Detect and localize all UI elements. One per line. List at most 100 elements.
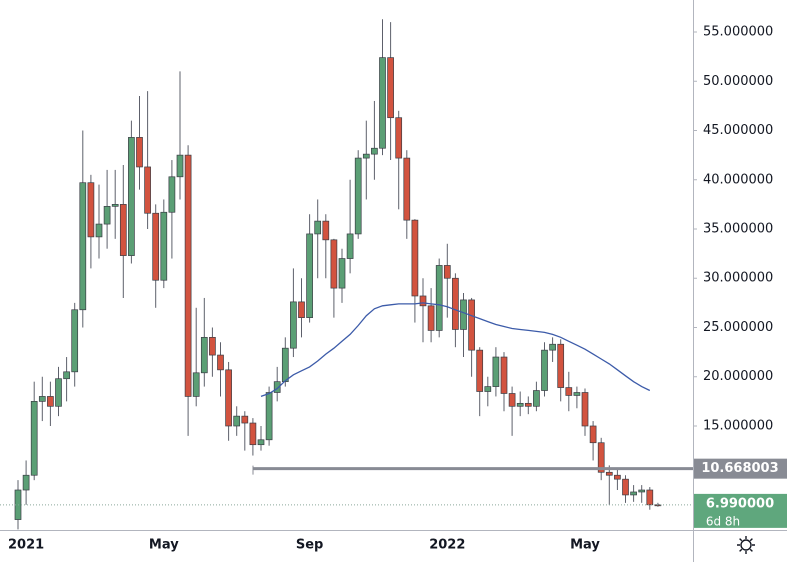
candle-body-up bbox=[371, 147, 378, 155]
candle-body-up bbox=[273, 381, 281, 393]
candle-body-down bbox=[557, 343, 565, 388]
y-tick-label: 25.000000 bbox=[703, 320, 773, 335]
candle-body-up bbox=[233, 415, 241, 427]
candle-body-up bbox=[95, 223, 103, 238]
y-tick-label: 35.000000 bbox=[703, 222, 773, 237]
candle-body-down bbox=[322, 220, 330, 241]
candle-body-down bbox=[597, 442, 605, 473]
candle-body-down bbox=[184, 154, 192, 397]
candle-body-up bbox=[265, 392, 273, 441]
candle-body-down bbox=[217, 354, 224, 371]
candle-body-up bbox=[338, 258, 346, 289]
candle-body-up bbox=[484, 386, 492, 392]
last-price-tag bbox=[694, 493, 787, 528]
x-tick-label: May bbox=[149, 538, 179, 553]
candle-body-down bbox=[427, 305, 435, 331]
candle-body-down bbox=[605, 471, 613, 476]
candle-body-down bbox=[209, 336, 216, 356]
last-price-label: 6.990000 bbox=[706, 496, 774, 511]
level-label: 10.668003 bbox=[701, 461, 778, 476]
candle-body-down bbox=[468, 299, 475, 351]
candle-body-up bbox=[128, 137, 135, 256]
candle-body-up bbox=[176, 154, 184, 178]
candle-body-up bbox=[22, 474, 30, 491]
candle-body-down bbox=[646, 489, 654, 506]
candle-body-down bbox=[330, 239, 338, 289]
candle-body-up bbox=[160, 211, 168, 281]
countdown-label: 6d 8h bbox=[706, 514, 740, 528]
candle-body-up bbox=[257, 439, 265, 446]
candle-body-up bbox=[492, 356, 500, 387]
settings-icon[interactable] bbox=[737, 536, 755, 554]
candle-body-down bbox=[524, 402, 532, 407]
candle-body-down bbox=[119, 204, 127, 256]
candle-body-down bbox=[508, 393, 516, 407]
candle-body-up bbox=[63, 371, 70, 380]
candle-body-up bbox=[638, 489, 646, 493]
level-tag bbox=[694, 458, 787, 479]
candle-body-up bbox=[290, 301, 297, 349]
y-tick-label: 30.000000 bbox=[703, 271, 773, 286]
axes: 15.000000 20.000000 25.000000 30.000000 35.0… bbox=[8, 25, 787, 562]
candle-body-down bbox=[144, 166, 151, 214]
y-tick-label: 40.000000 bbox=[703, 172, 773, 187]
candle-body-down bbox=[387, 57, 394, 119]
x-tick-label: 2021 bbox=[8, 538, 44, 553]
candle-body-up bbox=[533, 390, 540, 407]
candle-body-up bbox=[354, 157, 362, 235]
moving-average-line bbox=[260, 302, 651, 398]
candle-body-up bbox=[549, 343, 556, 351]
candle-body-down bbox=[225, 369, 232, 427]
candle-body-up bbox=[630, 491, 637, 496]
candle-body-down bbox=[47, 396, 54, 407]
candle-body-up bbox=[30, 401, 38, 476]
candle-body-up bbox=[38, 396, 46, 402]
candle-body-down bbox=[565, 387, 573, 396]
candle-body-up bbox=[362, 153, 370, 159]
candle-body-up bbox=[111, 204, 119, 207]
candle-body-up bbox=[516, 402, 524, 407]
y-tick-label: 15.000000 bbox=[703, 418, 773, 433]
x-tick-label: Sep bbox=[296, 538, 324, 553]
candle-body-up bbox=[346, 233, 354, 259]
candle-body-down bbox=[589, 425, 597, 444]
candle-body-down bbox=[395, 117, 403, 159]
plot-area bbox=[0, 19, 693, 530]
candle-body-up bbox=[192, 372, 200, 397]
candle-body-down bbox=[581, 392, 589, 427]
candle-body-down bbox=[152, 212, 160, 281]
candle-body-up bbox=[103, 205, 111, 225]
candle-body-down bbox=[622, 478, 629, 496]
candle-body-up bbox=[306, 233, 313, 318]
y-tick-label: 45.000000 bbox=[703, 123, 773, 138]
candle-body-up bbox=[435, 265, 443, 331]
candle-body-down bbox=[500, 356, 508, 394]
candle-body-up bbox=[460, 299, 467, 330]
axis-mask bbox=[694, 531, 787, 562]
candle-body-up bbox=[379, 57, 386, 149]
candle-body-down bbox=[87, 182, 95, 238]
candle-body-down bbox=[411, 219, 419, 297]
candle-body-up bbox=[200, 336, 208, 374]
candle-body-up bbox=[55, 378, 62, 407]
candle-body-down bbox=[476, 349, 484, 392]
candle-body-down bbox=[614, 474, 621, 480]
candle-body-down bbox=[403, 157, 411, 221]
candle-body-down bbox=[249, 422, 257, 446]
candle-body-up bbox=[541, 349, 548, 391]
candle-body-down bbox=[298, 301, 305, 318]
candle-body-up bbox=[79, 182, 87, 311]
candle-body-down bbox=[136, 137, 143, 168]
candle-body-down bbox=[452, 277, 459, 330]
candle-body-up bbox=[573, 392, 581, 396]
candle-body-down bbox=[419, 295, 427, 307]
y-tick-label: 50.000000 bbox=[703, 74, 773, 89]
candle-body-up bbox=[314, 220, 322, 235]
candle-body-down bbox=[443, 265, 451, 279]
y-tick-label: 20.000000 bbox=[703, 369, 773, 384]
x-tick-label: 2022 bbox=[429, 538, 465, 553]
candle-body-up bbox=[71, 309, 79, 373]
x-tick-label: May bbox=[570, 538, 600, 553]
